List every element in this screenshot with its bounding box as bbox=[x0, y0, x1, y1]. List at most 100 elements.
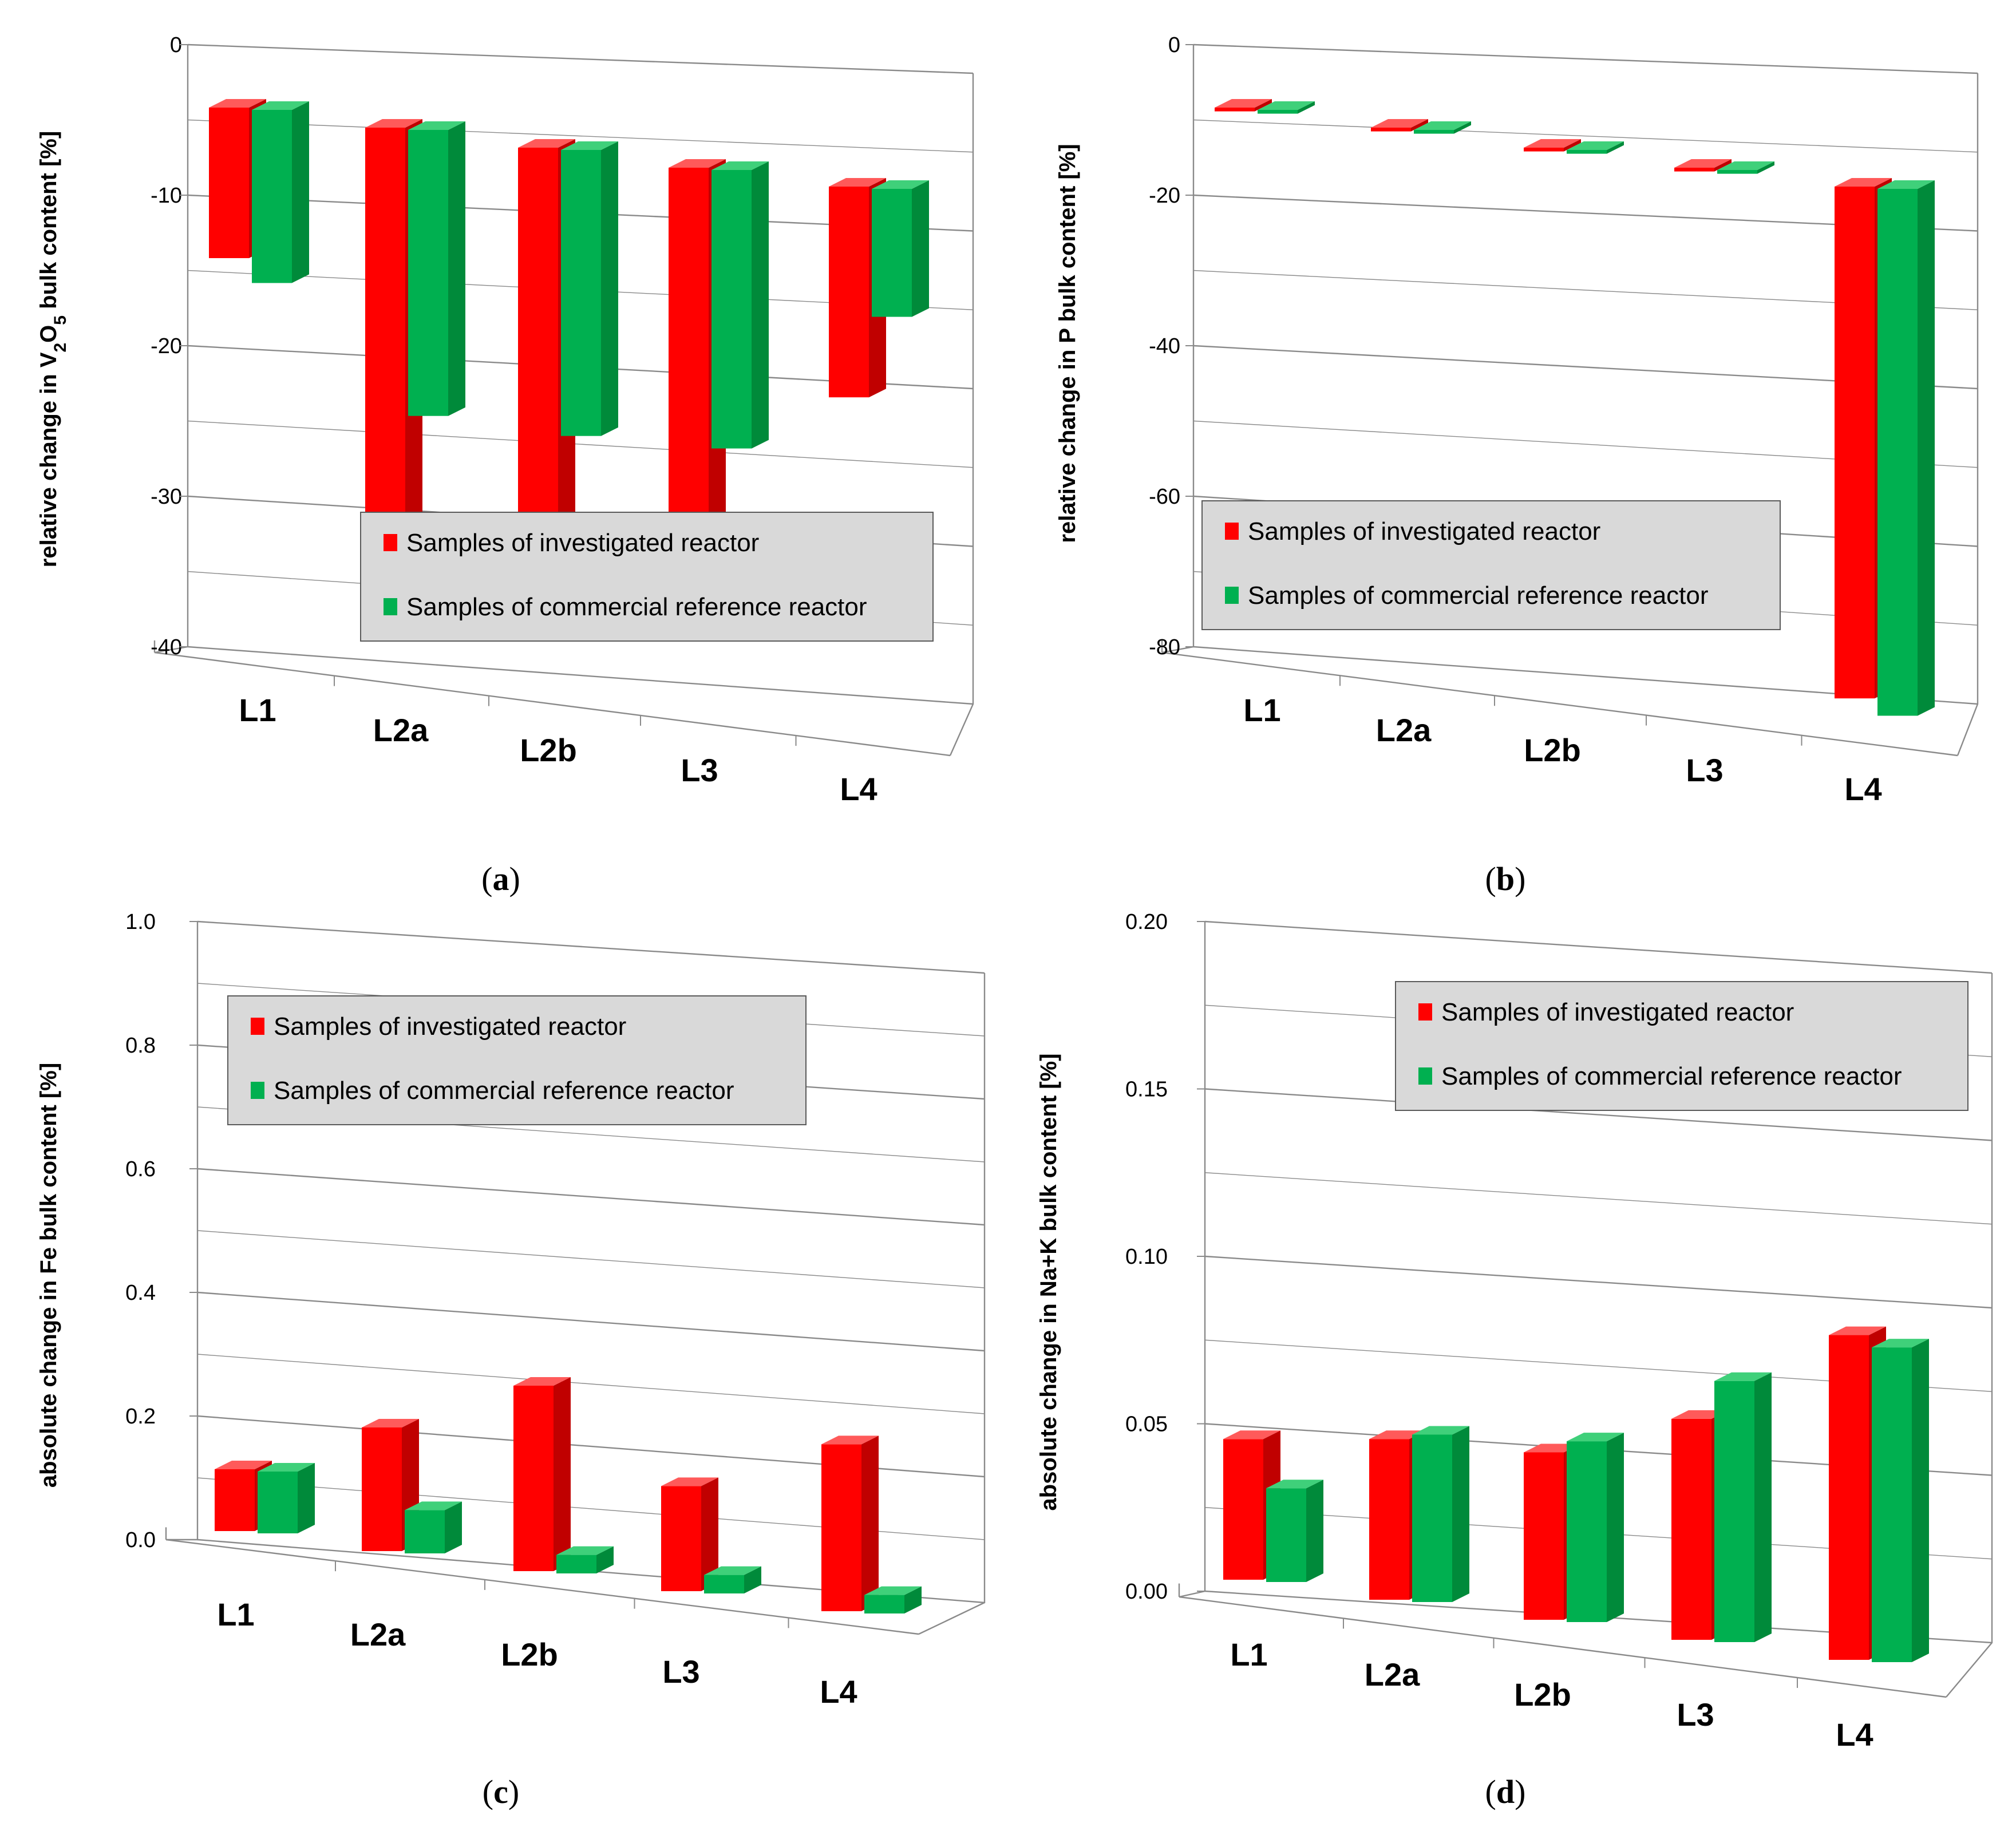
bar-investigated-L1-front bbox=[1215, 108, 1255, 112]
bar-reference-L2a-front bbox=[405, 1510, 445, 1553]
legend-swatch-investigated bbox=[1418, 1003, 1432, 1021]
bar-investigated-L2b-front bbox=[1524, 1452, 1564, 1620]
x-tick-label: L1 bbox=[1243, 692, 1280, 728]
panel-letter: c bbox=[493, 1773, 508, 1810]
legend-swatch-investigated bbox=[251, 1018, 264, 1035]
bar-investigated-L1-front bbox=[209, 108, 249, 258]
bar-investigated-L2b bbox=[1524, 139, 1581, 152]
bar-investigated-L4-top bbox=[1829, 1326, 1886, 1335]
legend-swatch-reference bbox=[251, 1082, 264, 1099]
bar-reference-L2a bbox=[408, 121, 465, 416]
bar-reference-L4-front bbox=[1872, 1347, 1912, 1662]
bar-reference-L1-top bbox=[252, 101, 309, 110]
bar-reference-L1-side bbox=[1298, 101, 1315, 114]
bar-reference-L2a bbox=[405, 1501, 462, 1553]
x-tick-label: L4 bbox=[840, 771, 877, 807]
bar-reference-L2b-side bbox=[1607, 141, 1624, 154]
bar-reference-L1-side bbox=[1306, 1480, 1323, 1582]
bar-investigated-L2a-front bbox=[1369, 1439, 1409, 1600]
bar-investigated-L4-front bbox=[821, 1444, 861, 1611]
bar-investigated-L2a-top bbox=[1371, 119, 1428, 128]
bar-reference-L2a-front bbox=[1414, 130, 1454, 134]
bar-reference-L2b bbox=[1567, 1433, 1624, 1622]
y-tick-label: 0.6 bbox=[125, 1157, 156, 1181]
x-tick-label: L4 bbox=[1836, 1717, 1873, 1753]
bar-reference-L2b-top bbox=[1567, 1433, 1624, 1442]
bar-investigated-L3-top bbox=[1674, 159, 1732, 168]
bar-investigated-L4-top bbox=[821, 1435, 879, 1445]
gridline bbox=[1204, 1172, 1993, 1225]
bar-investigated-L1-top bbox=[1215, 99, 1272, 108]
bar-reference-L2b-front bbox=[561, 150, 601, 436]
bar-investigated-L4-side bbox=[861, 1435, 879, 1611]
x-tick-label: L1 bbox=[239, 692, 276, 728]
y-tick-label: -80 bbox=[1149, 635, 1180, 659]
bar-reference-L2a-side bbox=[1452, 1426, 1469, 1602]
panel-paren: ( bbox=[483, 1773, 493, 1810]
legend-label-reference: Samples of commercial reference reactor bbox=[406, 593, 867, 621]
panel-paren: ( bbox=[481, 860, 492, 897]
bar-reference-L1-top bbox=[258, 1463, 315, 1472]
bar-reference-L1-front bbox=[252, 110, 292, 283]
bar-reference-L2b-front bbox=[1567, 150, 1607, 154]
right-wall-edge bbox=[918, 973, 986, 1635]
right-wall-edge bbox=[949, 73, 974, 756]
x-tick-label: L4 bbox=[820, 1674, 857, 1710]
legend-swatch-reference bbox=[1418, 1067, 1432, 1085]
right-wall-edge bbox=[1946, 973, 1993, 1698]
bar-reference-L4-top bbox=[1877, 180, 1935, 189]
panel-paren: ) bbox=[1515, 1773, 1525, 1810]
y-tick-label: 0.05 bbox=[1125, 1413, 1168, 1437]
legend-box bbox=[227, 995, 807, 1125]
legend: Samples of investigated reactor Samples o… bbox=[1201, 500, 1781, 630]
y-axis-label-sub: 5 bbox=[51, 315, 70, 325]
bar-reference-L2a-front bbox=[1412, 1434, 1452, 1602]
panel-paren: ) bbox=[509, 860, 520, 897]
bar-reference-L1-front bbox=[258, 1472, 298, 1533]
legend-box bbox=[1201, 500, 1781, 630]
legend-swatch-investigated bbox=[384, 534, 397, 551]
bar-investigated-L2a-top bbox=[362, 1419, 419, 1427]
panel-letter: a bbox=[493, 860, 509, 897]
legend-label-reference: Samples of commercial reference reactor bbox=[274, 1077, 734, 1105]
panel-label: (b) bbox=[1485, 860, 1526, 897]
gridline bbox=[1204, 1255, 1993, 1309]
bar-reference-L3-side bbox=[1754, 1372, 1772, 1642]
y-tick-label: 0.00 bbox=[1125, 1580, 1168, 1604]
bar-reference-L1 bbox=[1266, 1480, 1323, 1582]
bar-investigated-L4-top bbox=[1835, 178, 1892, 187]
right-wall-edge bbox=[1956, 73, 1979, 756]
panel-letter: b bbox=[1496, 860, 1515, 897]
bar-reference-L3-top bbox=[1717, 161, 1774, 170]
x-tick-label: L3 bbox=[1677, 1696, 1714, 1733]
x-tick-label: L2b bbox=[520, 732, 577, 768]
x-axis-line bbox=[154, 651, 951, 757]
bar-reference-L2b-side bbox=[601, 141, 618, 436]
bar-investigated-L1-front bbox=[1223, 1439, 1263, 1580]
bar-reference-L4-front bbox=[864, 1595, 904, 1613]
bar-investigated-L2a-top bbox=[365, 119, 422, 128]
bar-reference-L3 bbox=[711, 161, 769, 449]
bar-reference-L3-side bbox=[1757, 161, 1774, 174]
bar-reference-L4 bbox=[864, 1586, 922, 1613]
y-axis-label-sub: 2 bbox=[51, 343, 70, 353]
bar-investigated-L4 bbox=[821, 1435, 879, 1611]
bar-investigated-L2b-top bbox=[1524, 139, 1581, 148]
bar-investigated-L1-top bbox=[209, 99, 266, 108]
bar-investigated-L3-front bbox=[669, 168, 709, 567]
y-tick-label: -40 bbox=[1149, 334, 1180, 358]
y-tick-label: -40 bbox=[151, 635, 182, 659]
bar-investigated-L2b-top bbox=[513, 1377, 571, 1386]
gridline bbox=[197, 1354, 985, 1414]
bar-reference-L4-side bbox=[912, 180, 929, 317]
bar-investigated-L2a-front bbox=[1371, 128, 1411, 132]
bar-investigated-L3-front bbox=[661, 1486, 701, 1591]
legend-swatch-reference bbox=[384, 598, 397, 615]
bar-investigated-L2a-front bbox=[362, 1427, 402, 1551]
bar-investigated-L4-front bbox=[829, 187, 869, 398]
y-axis-wall bbox=[166, 922, 199, 1541]
y-tick-label: 0.10 bbox=[1125, 1245, 1168, 1269]
legend-swatch-reference bbox=[1225, 587, 1239, 604]
bar-investigated-L2b-top bbox=[518, 139, 575, 148]
y-tick-label: -20 bbox=[1149, 184, 1180, 208]
